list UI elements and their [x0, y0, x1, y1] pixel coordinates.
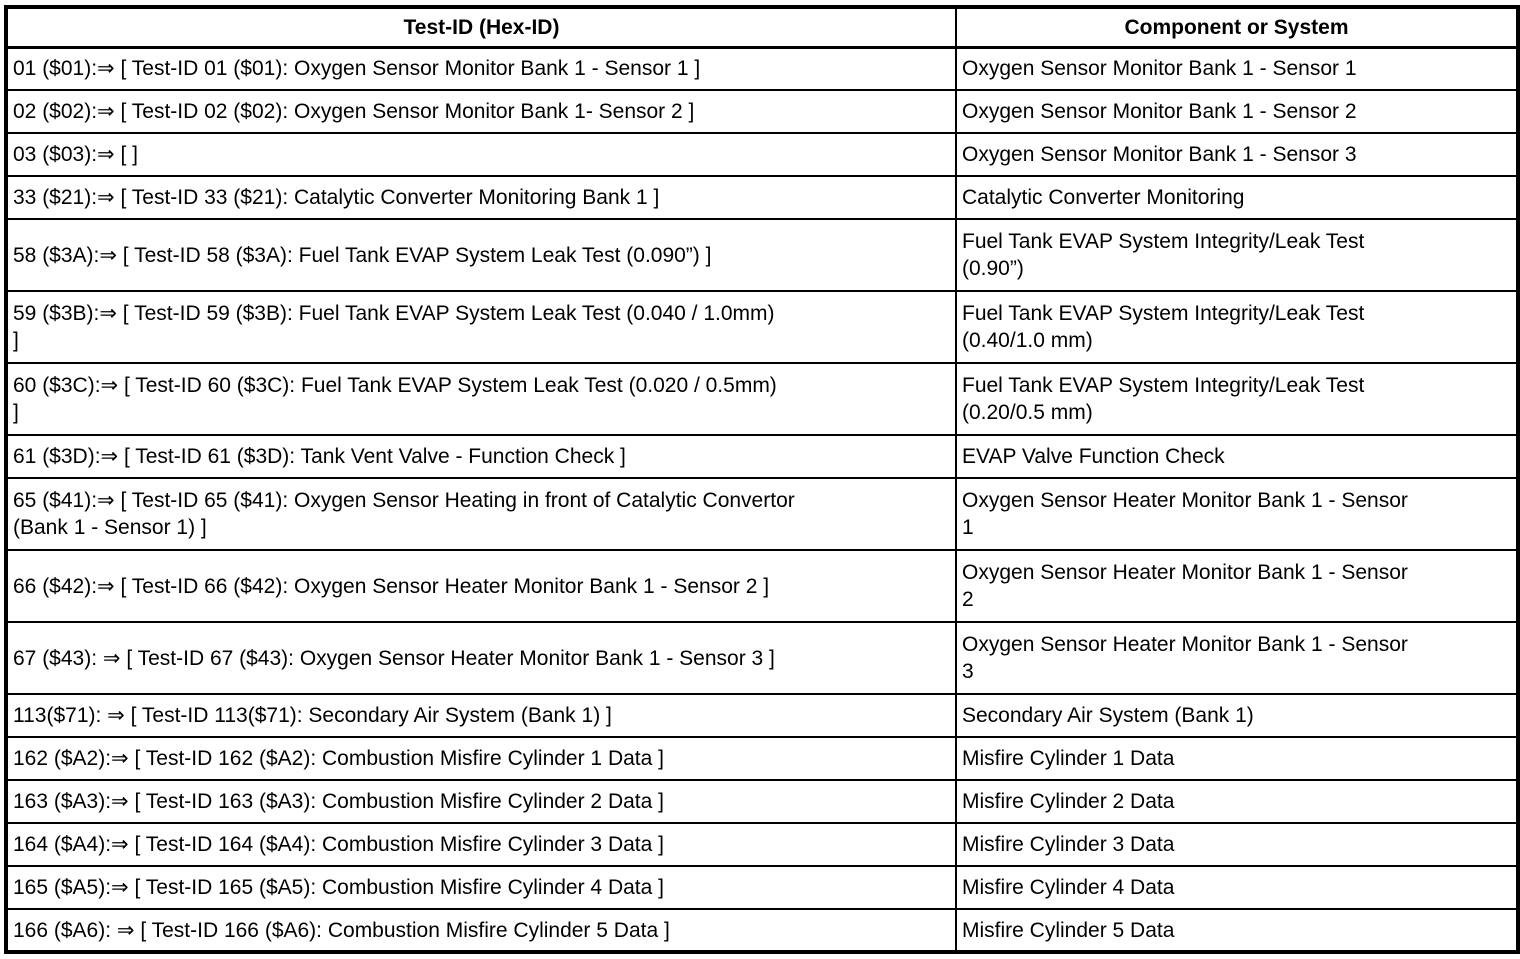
component-cell: Fuel Tank EVAP System Integrity/Leak Tes…: [955, 218, 1519, 292]
component-cell: Misfire Cylinder 4 Data: [955, 865, 1519, 910]
component-cell: Fuel Tank EVAP System Integrity/Leak Tes…: [955, 290, 1519, 364]
test-id-cell: 01 ($01):⇒ [ Test-ID 01 ($01): Oxygen Se…: [5, 46, 957, 91]
table-row: 65 ($41):⇒ [ Test-ID 65 ($41): Oxygen Se…: [5, 477, 1519, 551]
table-row: 02 ($02):⇒ [ Test-ID 02 ($02): Oxygen Se…: [5, 89, 1519, 134]
component-cell: Misfire Cylinder 1 Data: [955, 736, 1519, 781]
component-cell: Misfire Cylinder 5 Data: [955, 908, 1519, 953]
table-row: 59 ($3B):⇒ [ Test-ID 59 ($3B): Fuel Tank…: [5, 290, 1519, 364]
table-row: 66 ($42):⇒ [ Test-ID 66 ($42): Oxygen Se…: [5, 549, 1519, 623]
column-header-component: Component or System: [955, 6, 1519, 49]
test-id-cell: 60 ($3C):⇒ [ Test-ID 60 ($3C): Fuel Tank…: [5, 362, 957, 436]
table-row: 113($71): ⇒ [ Test-ID 113($71): Secondar…: [5, 693, 1519, 738]
component-cell: Misfire Cylinder 2 Data: [955, 779, 1519, 824]
test-id-cell: 58 ($3A):⇒ [ Test-ID 58 ($3A): Fuel Tank…: [5, 218, 957, 292]
table-row: 165 ($A5):⇒ [ Test-ID 165 ($A5): Combust…: [5, 865, 1519, 910]
table-row: 01 ($01):⇒ [ Test-ID 01 ($01): Oxygen Se…: [5, 46, 1519, 91]
test-id-cell: 166 ($A6): ⇒ [ Test-ID 166 ($A6): Combus…: [5, 908, 957, 953]
test-id-cell: 02 ($02):⇒ [ Test-ID 02 ($02): Oxygen Se…: [5, 89, 957, 134]
component-cell: Oxygen Sensor Heater Monitor Bank 1 - Se…: [955, 549, 1519, 623]
table-row: 58 ($3A):⇒ [ Test-ID 58 ($3A): Fuel Tank…: [5, 218, 1519, 292]
component-cell: Misfire Cylinder 3 Data: [955, 822, 1519, 867]
table-row: 164 ($A4):⇒ [ Test-ID 164 ($A4): Combust…: [5, 822, 1519, 867]
component-cell: Secondary Air System (Bank 1): [955, 693, 1519, 738]
table-row: 60 ($3C):⇒ [ Test-ID 60 ($3C): Fuel Tank…: [5, 362, 1519, 436]
test-id-cell: 165 ($A5):⇒ [ Test-ID 165 ($A5): Combust…: [5, 865, 957, 910]
test-id-cell: 163 ($A3):⇒ [ Test-ID 163 ($A3): Combust…: [5, 779, 957, 824]
table-row: 67 ($43): ⇒ [ Test-ID 67 ($43): Oxygen S…: [5, 621, 1519, 695]
component-cell: Oxygen Sensor Monitor Bank 1 - Sensor 3: [955, 132, 1519, 177]
test-id-cell: 61 ($3D):⇒ [ Test-ID 61 ($3D): Tank Vent…: [5, 434, 957, 479]
test-id-component-table: Test-ID (Hex-ID) Component or System 01 …: [4, 5, 1520, 954]
component-cell: Catalytic Converter Monitoring: [955, 175, 1519, 220]
component-cell: Oxygen Sensor Monitor Bank 1 - Sensor 2: [955, 89, 1519, 134]
table-row: 162 ($A2):⇒ [ Test-ID 162 ($A2): Combust…: [5, 736, 1519, 781]
test-id-cell: 59 ($3B):⇒ [ Test-ID 59 ($3B): Fuel Tank…: [5, 290, 957, 364]
test-id-cell: 03 ($03):⇒ [ ]: [5, 132, 957, 177]
test-id-cell: 66 ($42):⇒ [ Test-ID 66 ($42): Oxygen Se…: [5, 549, 957, 623]
test-id-cell: 65 ($41):⇒ [ Test-ID 65 ($41): Oxygen Se…: [5, 477, 957, 551]
test-id-cell: 33 ($21):⇒ [ Test-ID 33 ($21): Catalytic…: [5, 175, 957, 220]
component-cell: Fuel Tank EVAP System Integrity/Leak Tes…: [955, 362, 1519, 436]
table-row: 166 ($A6): ⇒ [ Test-ID 166 ($A6): Combus…: [5, 908, 1519, 953]
table-row: 61 ($3D):⇒ [ Test-ID 61 ($3D): Tank Vent…: [5, 434, 1519, 479]
component-cell: Oxygen Sensor Heater Monitor Bank 1 - Se…: [955, 477, 1519, 551]
component-cell: Oxygen Sensor Monitor Bank 1 - Sensor 1: [955, 46, 1519, 91]
table-row: 163 ($A3):⇒ [ Test-ID 163 ($A3): Combust…: [5, 779, 1519, 824]
table-row: 03 ($03):⇒ [ ] Oxygen Sensor Monitor Ban…: [5, 132, 1519, 177]
header-row: Test-ID (Hex-ID) Component or System: [5, 6, 1519, 49]
component-cell: EVAP Valve Function Check: [955, 434, 1519, 479]
component-cell: Oxygen Sensor Heater Monitor Bank 1 - Se…: [955, 621, 1519, 695]
test-id-cell: 113($71): ⇒ [ Test-ID 113($71): Secondar…: [5, 693, 957, 738]
column-header-test-id: Test-ID (Hex-ID): [5, 6, 957, 49]
test-id-cell: 164 ($A4):⇒ [ Test-ID 164 ($A4): Combust…: [5, 822, 957, 867]
test-id-cell: 67 ($43): ⇒ [ Test-ID 67 ($43): Oxygen S…: [5, 621, 957, 695]
table-row: 33 ($21):⇒ [ Test-ID 33 ($21): Catalytic…: [5, 175, 1519, 220]
test-id-cell: 162 ($A2):⇒ [ Test-ID 162 ($A2): Combust…: [5, 736, 957, 781]
